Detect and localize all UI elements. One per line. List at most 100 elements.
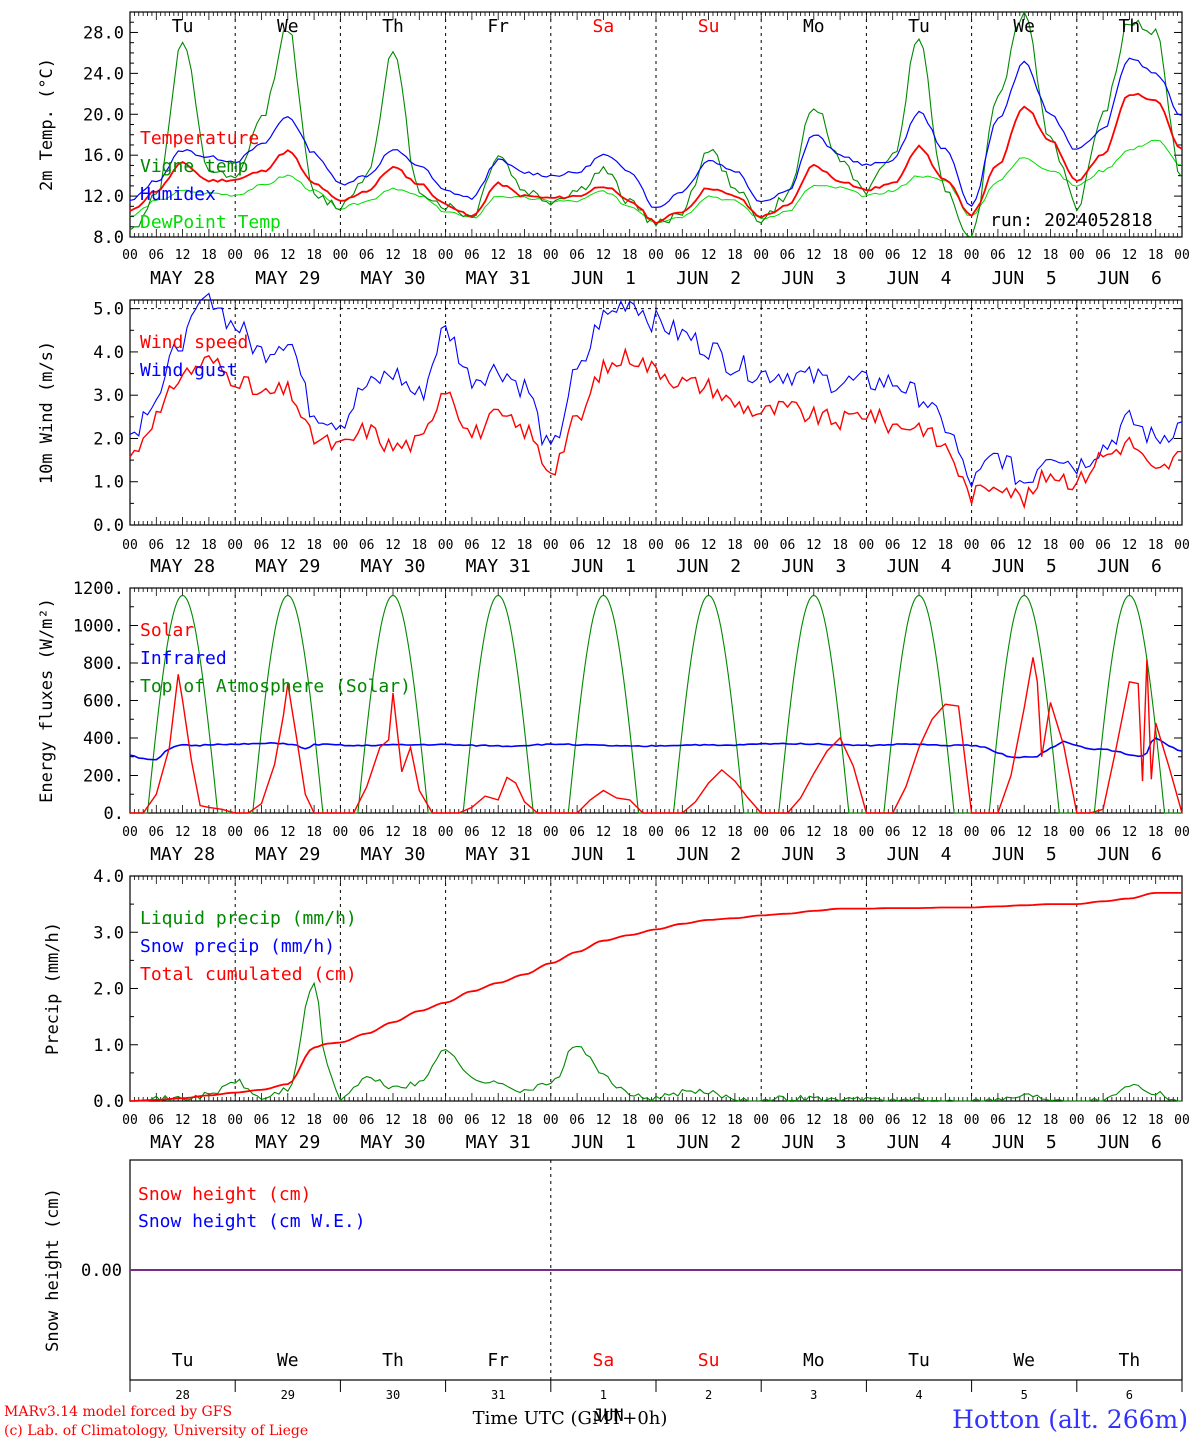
hour-tick-label: 18 (622, 538, 638, 553)
hour-tick-label: 00 (227, 538, 243, 553)
legend-entry: Solar (140, 620, 194, 641)
hour-tick-label: 06 (674, 1113, 690, 1128)
hour-tick-label: 06 (1095, 825, 1111, 840)
hour-tick-label: 18 (517, 1113, 533, 1128)
hour-tick-label: 12 (490, 538, 506, 553)
hour-tick-label: 06 (885, 1113, 901, 1128)
hour-tick-label: 00 (964, 1113, 980, 1128)
hour-tick-label: 12 (596, 1113, 612, 1128)
y-tick-label: 0.00 (81, 1261, 122, 1281)
legend-entry: Wind gust (140, 360, 238, 381)
weekday-label: Th (382, 1350, 404, 1371)
hour-tick-label: 06 (780, 538, 796, 553)
hour-tick-label: 18 (622, 248, 638, 263)
date-label: MAY 31 (466, 556, 531, 577)
date-label: JUN 1 (571, 844, 636, 865)
weekday-label: We (277, 1350, 299, 1371)
hour-tick-label: 12 (911, 825, 927, 840)
hour-tick-label: 18 (201, 825, 217, 840)
date-label: MAY 31 (466, 1132, 531, 1153)
hour-tick-label: 06 (990, 538, 1006, 553)
hour-tick-label: 12 (175, 538, 191, 553)
hour-tick-label: 00 (859, 248, 875, 263)
date-label: JUN 3 (781, 1132, 846, 1153)
date-label: JUN 5 (992, 844, 1057, 865)
series-line-infrared (129, 737, 1183, 761)
y-tick-label: 3.0 (93, 923, 124, 943)
hour-tick-label: 06 (254, 1113, 270, 1128)
hour-tick-label: 00 (859, 538, 875, 553)
hour-tick-label: 12 (490, 825, 506, 840)
hour-tick-label: 06 (674, 248, 690, 263)
date-label: JUN 3 (781, 556, 846, 577)
hour-tick-label: 00 (543, 825, 559, 840)
hour-tick-label: 18 (517, 248, 533, 263)
hour-tick-label: 00 (648, 248, 664, 263)
hour-tick-label: 00 (648, 1113, 664, 1128)
hour-tick-label: 06 (254, 538, 270, 553)
date-label: JUN 4 (886, 556, 951, 577)
weekday-label: Sa (593, 16, 615, 37)
hour-tick-label: 06 (464, 1113, 480, 1128)
hour-tick-label: 18 (1043, 825, 1059, 840)
series-line-wind-gust (129, 292, 1183, 489)
legend-entry: Wind speed (140, 332, 248, 353)
date-label: JUN 6 (1097, 556, 1162, 577)
hour-tick-label: 00 (543, 538, 559, 553)
legend-entry: Top of Atmosphere (Solar) (140, 676, 411, 697)
hour-tick-label: 00 (1174, 1113, 1190, 1128)
weekday-label: Tu (908, 1350, 930, 1371)
date-label: MAY 28 (150, 1132, 215, 1153)
hour-tick-label: 00 (122, 248, 138, 263)
date-label: MAY 30 (360, 1132, 425, 1153)
hour-tick-label: 00 (438, 538, 454, 553)
hour-tick-label: 12 (385, 1113, 401, 1128)
date-label: JUN 6 (1097, 268, 1162, 289)
hour-tick-label: 12 (911, 538, 927, 553)
hour-tick-label: 06 (780, 1113, 796, 1128)
hour-tick-label: 12 (806, 538, 822, 553)
y-tick-label: 2.0 (93, 429, 124, 449)
hour-tick-label: 12 (175, 248, 191, 263)
date-label: MAY 31 (466, 844, 531, 865)
hour-tick-label: 12 (385, 248, 401, 263)
hour-tick-label: 00 (438, 825, 454, 840)
hour-tick-label: 00 (648, 825, 664, 840)
hour-tick-label: 06 (990, 248, 1006, 263)
hour-tick-label: 00 (859, 825, 875, 840)
hour-tick-label: 18 (832, 1113, 848, 1128)
y-tick-label: 28.0 (83, 23, 124, 43)
hour-tick-label: 00 (227, 1113, 243, 1128)
credit-line: MARv3.14 model forced by GFS (4, 1404, 232, 1420)
hour-tick-label: 18 (517, 538, 533, 553)
hour-tick-label: 12 (596, 248, 612, 263)
day-number: 31 (491, 1388, 505, 1402)
hour-tick-label: 06 (990, 1113, 1006, 1128)
day-number: 6 (1126, 1388, 1133, 1402)
hour-tick-label: 12 (911, 248, 927, 263)
date-label: JUN 2 (676, 1132, 741, 1153)
date-label: JUN 5 (992, 556, 1057, 577)
hour-tick-label: 00 (227, 825, 243, 840)
hour-tick-label: 18 (937, 538, 953, 553)
hour-tick-label: 18 (1148, 825, 1164, 840)
y-tick-label: 1.0 (93, 473, 124, 493)
credit-line: (c) Lab. of Climatology, University of L… (4, 1423, 308, 1439)
legend-entry: Snow precip (mm/h) (140, 936, 335, 957)
day-number: 28 (175, 1388, 189, 1402)
hour-tick-label: 12 (1122, 248, 1138, 263)
hour-tick-label: 00 (1069, 825, 1085, 840)
legend-entry: Snow height (cm) (138, 1184, 311, 1205)
hour-tick-label: 12 (701, 1113, 717, 1128)
hour-tick-label: 00 (122, 1113, 138, 1128)
hour-tick-label: 18 (727, 825, 743, 840)
hour-tick-label: 12 (806, 825, 822, 840)
weekday-label: Fr (487, 1350, 509, 1371)
date-label: JUN 2 (676, 268, 741, 289)
hour-tick-label: 12 (490, 248, 506, 263)
hour-tick-label: 12 (385, 538, 401, 553)
hour-tick-label: 00 (333, 248, 349, 263)
hour-tick-label: 06 (885, 248, 901, 263)
hour-tick-label: 12 (490, 1113, 506, 1128)
weekday-label: Tu (172, 1350, 194, 1371)
